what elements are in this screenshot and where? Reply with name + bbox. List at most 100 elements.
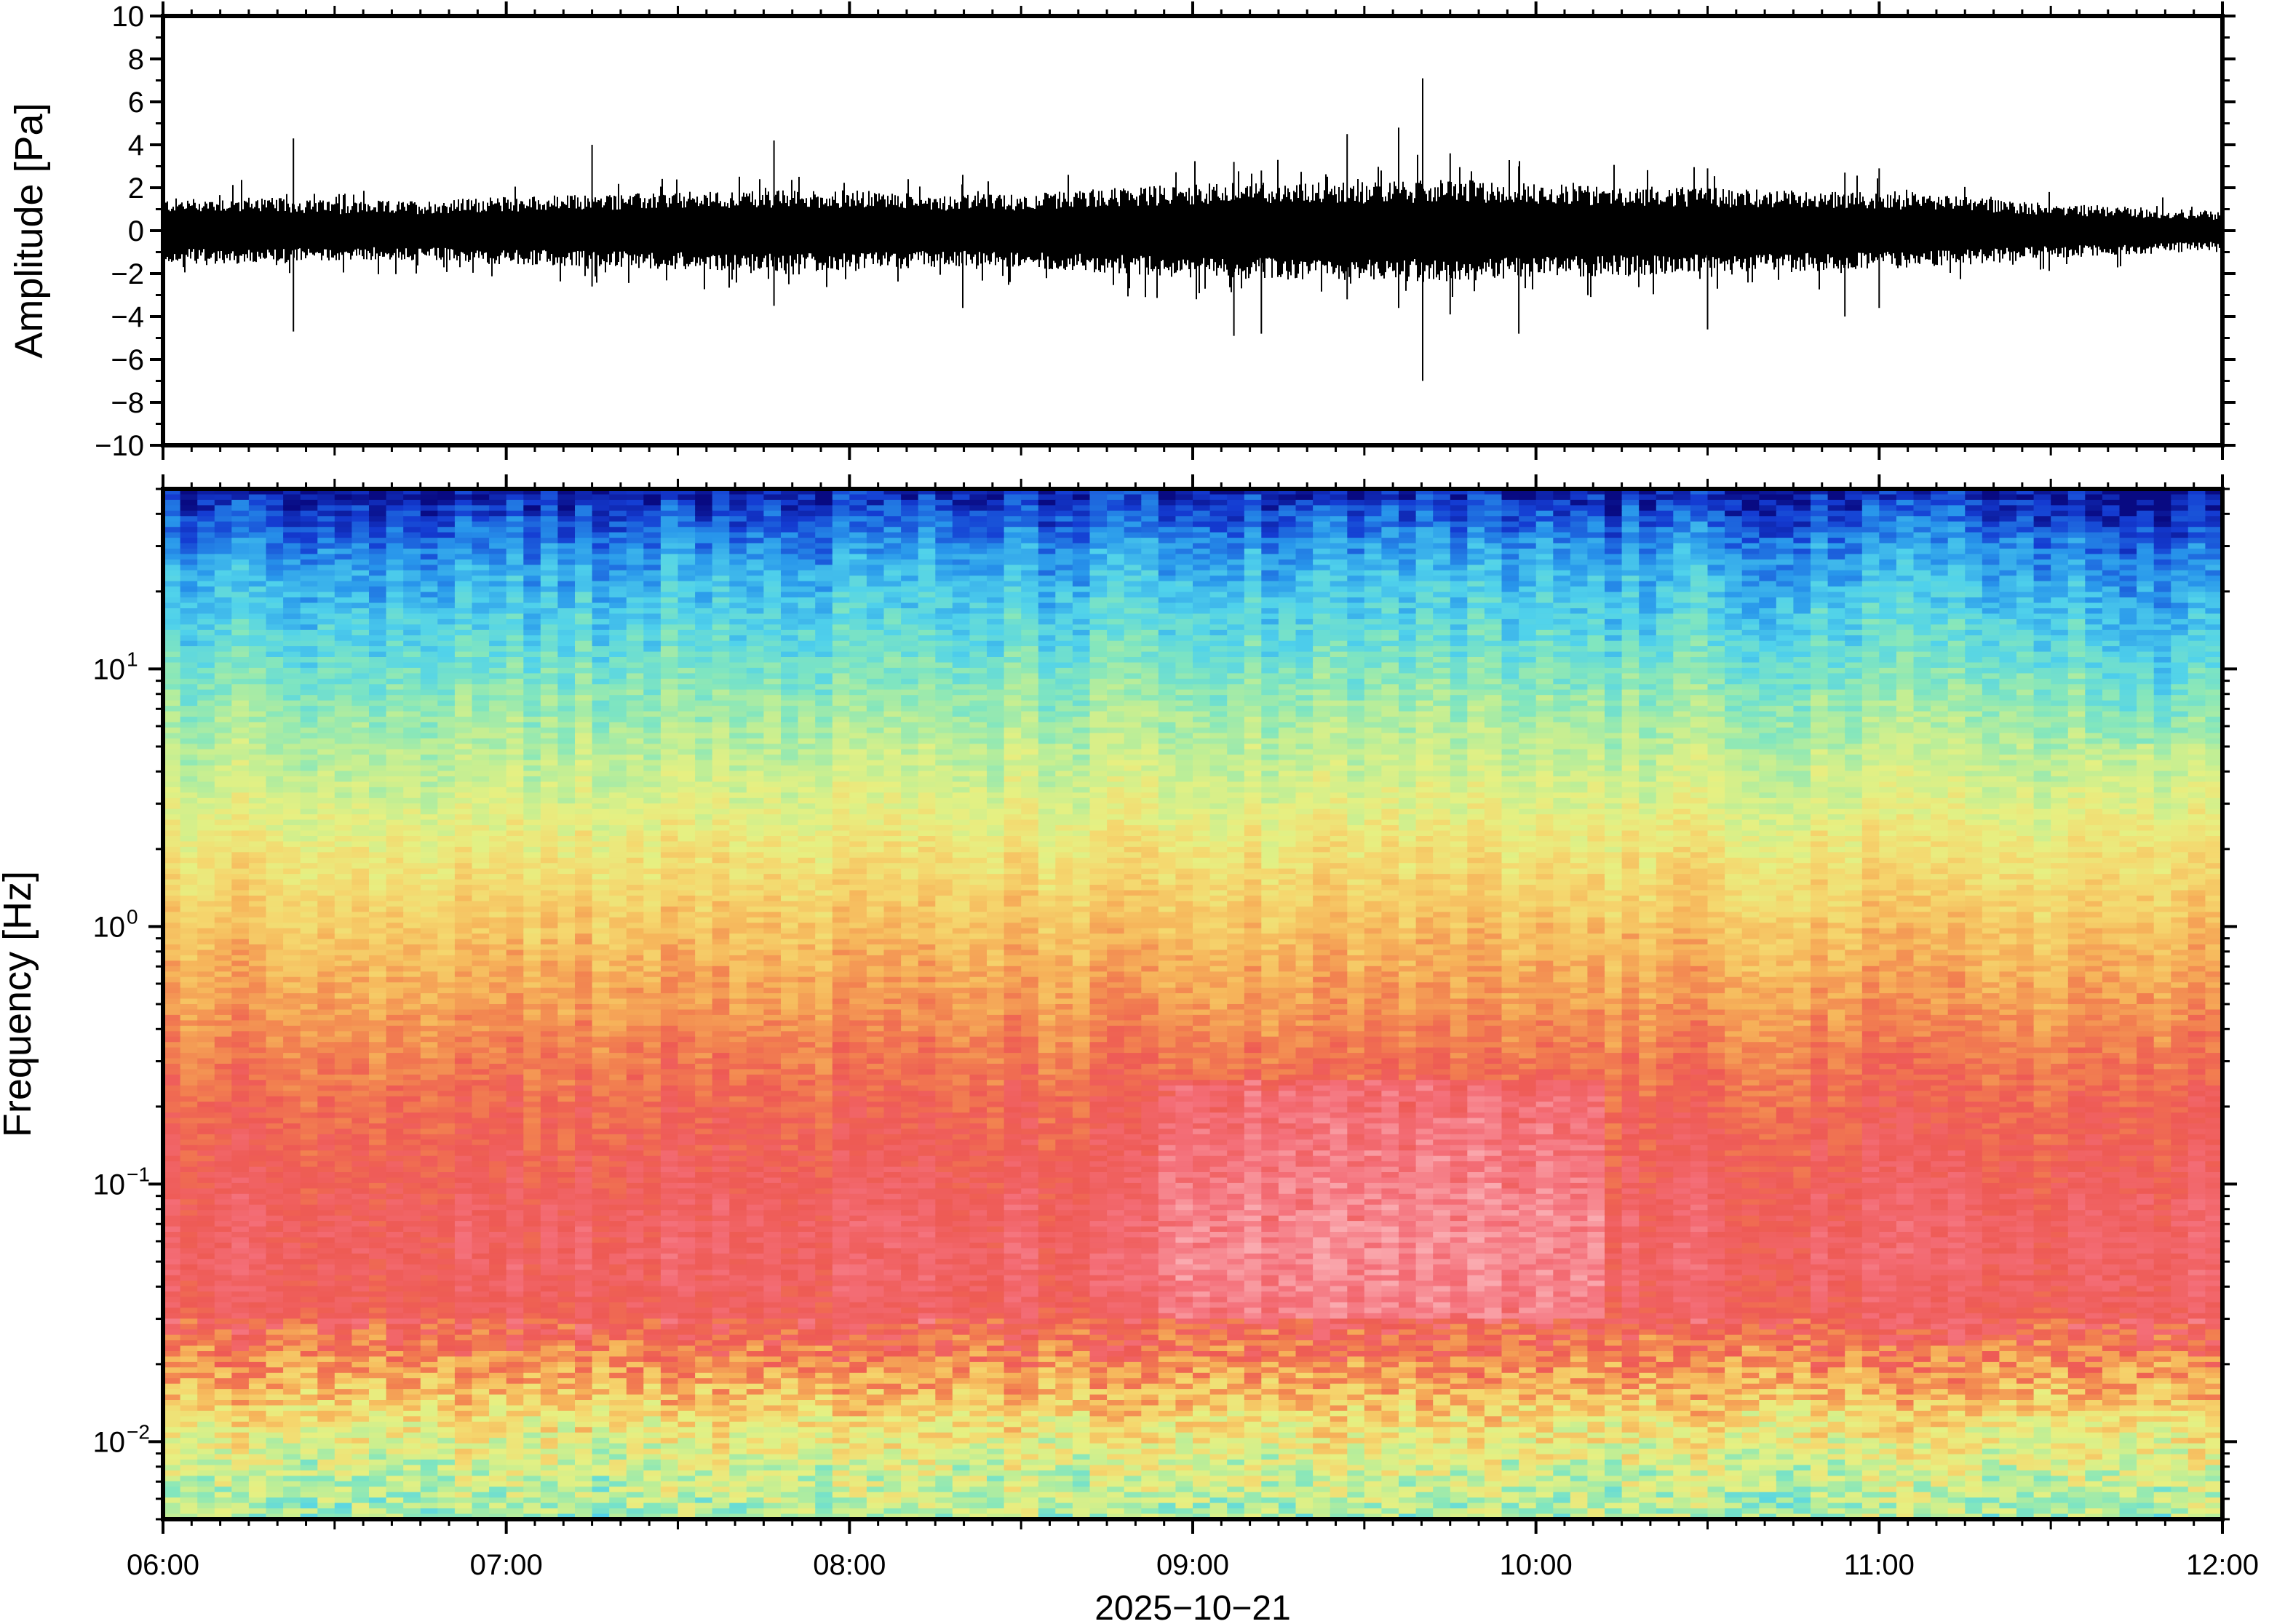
spectrogram-cell <box>1741 689 1760 696</box>
spectrogram-cell <box>1484 640 1503 647</box>
spectrogram-cell <box>1484 673 1503 680</box>
spectrogram-cell <box>1845 565 1863 571</box>
spectrogram-cell <box>248 684 267 690</box>
spectrogram-cell <box>660 667 679 674</box>
spectrogram-cell <box>1982 635 2000 642</box>
spectrogram-cell <box>1175 532 1193 538</box>
spectrogram-cell <box>849 499 867 506</box>
spectrogram-cell <box>1141 576 1159 582</box>
spectrogram-cell <box>883 646 902 653</box>
spectrogram-cell <box>626 651 645 658</box>
spectrogram-cell <box>1931 532 1949 538</box>
spectrogram-cell <box>1467 494 1485 501</box>
spectrogram-cell <box>1553 592 1571 598</box>
spectrogram-cell <box>677 689 696 696</box>
spectrogram-cell <box>317 602 335 609</box>
spectrogram-cell <box>1896 532 1915 538</box>
spectrogram-cell <box>1605 624 1623 631</box>
spectrogram-cell <box>386 510 404 517</box>
spectrogram-cell <box>1381 597 1399 604</box>
spectrogram-cell <box>1913 624 1931 631</box>
spectrogram-cell <box>403 576 421 582</box>
spectrogram-cell <box>1433 510 1451 517</box>
spectrogram-cell <box>1759 543 1777 549</box>
spectrogram-cell <box>489 662 507 669</box>
spectrogram-cell <box>1072 499 1091 506</box>
spectrogram-cell <box>2085 554 2103 560</box>
spectrogram-cell <box>1021 700 1039 706</box>
spectrogram-cell <box>1827 597 1845 604</box>
spectrogram-cell <box>798 592 816 598</box>
spectrogram-cell <box>317 521 335 528</box>
spectrogram-cell <box>1793 624 1811 631</box>
spectrogram-cell <box>2171 505 2189 512</box>
spectrogram-cell <box>1982 538 2000 544</box>
spectrogram-cell <box>1399 586 1417 593</box>
spectrogram-cell <box>2187 510 2206 517</box>
spectrogram-cell <box>2085 635 2103 642</box>
spectrogram-cell <box>660 635 679 642</box>
spectrogram-cell <box>1072 597 1091 604</box>
spectrogram-cell <box>2102 592 2121 598</box>
spectrogram-cell <box>1861 624 1880 631</box>
spectrogram-cell <box>1776 586 1795 593</box>
spectrogram-cell <box>1896 608 1915 615</box>
spectrogram-cell <box>1639 532 1657 538</box>
spectrogram-cell <box>1931 489 1949 495</box>
spectrogram-cell <box>1982 489 2000 495</box>
spectrogram-cell <box>300 489 319 495</box>
spectrogram-cell <box>1399 640 1417 647</box>
spectrogram-cell <box>2137 646 2155 653</box>
spectrogram-cell <box>2051 510 2069 517</box>
spectrogram-cell <box>1330 700 1348 706</box>
spectrogram-cell <box>300 608 319 615</box>
spectrogram-cell <box>163 505 181 512</box>
spectrogram-cell <box>266 565 284 571</box>
spectrogram-cell <box>987 565 1005 571</box>
spectrogram-cell <box>1535 673 1554 680</box>
spectrogram-cell <box>1673 499 1691 506</box>
spectrogram-cell <box>403 586 421 593</box>
spectrogram-cell <box>2187 516 2206 522</box>
spectrogram-cell <box>1587 700 1605 706</box>
spectrogram-cell <box>557 554 576 560</box>
spectrogram-cell <box>2051 613 2069 620</box>
spectrogram-cell <box>1707 576 1725 582</box>
spectrogram-cell <box>317 646 335 653</box>
spectrogram-cell <box>1330 651 1348 658</box>
spectrogram-cell <box>214 684 233 690</box>
spectrogram-cell <box>849 510 867 517</box>
spectrogram-cell <box>2187 494 2206 501</box>
spectrogram-cell <box>2016 499 2035 506</box>
spectrogram-cell <box>1639 543 1657 549</box>
spectrogram-cell <box>1055 635 1073 642</box>
spectrogram-cell <box>1209 554 1228 560</box>
spectrogram-cell <box>1261 651 1279 658</box>
spectrogram-cell <box>1879 554 1897 560</box>
spectrogram-cell <box>2085 543 2103 549</box>
spectrogram-cell <box>1861 549 1880 555</box>
spectrogram-cell <box>1827 629 1845 637</box>
spectrogram-cell <box>1621 510 1640 517</box>
spectrogram-cell <box>1089 581 1108 587</box>
spectrogram-cell <box>1072 521 1091 528</box>
spectrogram-cell <box>1811 581 1829 587</box>
spectrogram-cell <box>351 662 370 669</box>
spectrogram-cell <box>935 657 953 664</box>
spectrogram-cell <box>1519 618 1537 626</box>
spectrogram-cell <box>1879 597 1897 604</box>
spectrogram-cell <box>1656 581 1674 587</box>
spectrogram-cell <box>1947 618 1966 626</box>
spectrogram-cell <box>1244 667 1263 674</box>
spectrogram-cell <box>935 581 953 587</box>
spectrogram-cell <box>1089 646 1108 653</box>
spectrogram-cell <box>557 684 576 690</box>
spectrogram-cell <box>1209 543 1228 549</box>
spectrogram-cell <box>317 689 335 696</box>
spectrogram-cell <box>1330 549 1348 555</box>
spectrogram-cell <box>677 543 696 549</box>
spectrogram-cell <box>489 597 507 604</box>
spectrogram-cell <box>1827 624 1845 631</box>
spectrogram-cell <box>849 602 867 609</box>
